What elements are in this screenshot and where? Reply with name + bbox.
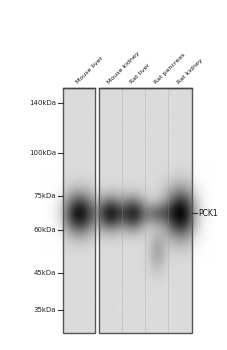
Text: 75kDa: 75kDa (33, 193, 56, 199)
Text: Rat liver: Rat liver (129, 63, 151, 85)
Text: Mouse kidney: Mouse kidney (106, 51, 140, 85)
Text: 140kDa: 140kDa (29, 100, 56, 106)
Text: 45kDa: 45kDa (33, 270, 56, 276)
Text: Rat pancreas: Rat pancreas (153, 52, 185, 85)
Text: Mouse liver: Mouse liver (75, 56, 104, 85)
Text: 35kDa: 35kDa (33, 307, 56, 313)
Bar (63, 88, 95, 333)
Text: 60kDa: 60kDa (33, 227, 56, 233)
Text: Rat kidney: Rat kidney (176, 58, 203, 85)
Text: PCK1: PCK1 (197, 209, 217, 217)
Bar (99, 88, 191, 333)
Text: 100kDa: 100kDa (29, 150, 56, 156)
